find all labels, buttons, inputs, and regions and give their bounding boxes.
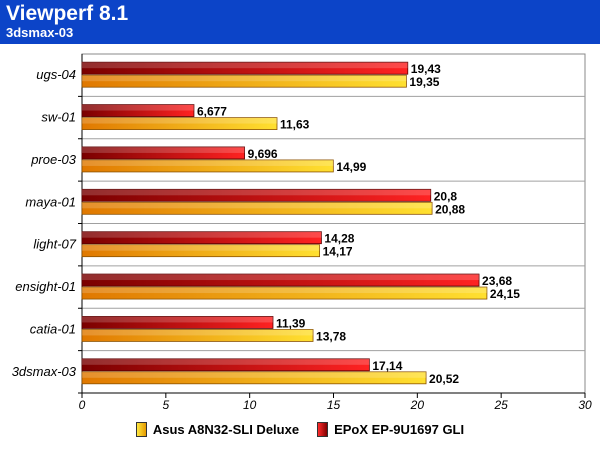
chart-title: Viewperf 8.1 bbox=[6, 2, 129, 25]
bar bbox=[81, 273, 480, 287]
category-label: light-07 bbox=[33, 237, 76, 252]
data-label: 13,78 bbox=[316, 329, 346, 343]
bar-highlight bbox=[82, 231, 322, 238]
bar-highlight bbox=[82, 329, 314, 336]
bar-highlight bbox=[82, 202, 433, 209]
chart-subtitle: 3dsmax-03 bbox=[6, 25, 74, 40]
x-tick-label: 0 bbox=[79, 398, 86, 412]
data-label: 9,696 bbox=[248, 147, 278, 161]
bar bbox=[81, 117, 278, 130]
bar-highlight bbox=[82, 117, 277, 124]
data-label: 11,63 bbox=[280, 118, 310, 132]
category-label: catia-01 bbox=[30, 321, 76, 336]
legend-swatch-asus bbox=[135, 421, 147, 437]
data-label: 14,99 bbox=[336, 160, 366, 174]
bar bbox=[81, 201, 433, 215]
bar bbox=[81, 316, 274, 329]
x-tick-label: 10 bbox=[243, 398, 257, 412]
legend-label-epox: EPoX EP-9U1697 GLI bbox=[334, 421, 465, 437]
data-label: 19,35 bbox=[409, 75, 439, 89]
category-label: proe-03 bbox=[30, 152, 77, 167]
data-label: 14,28 bbox=[324, 232, 354, 246]
x-tick-label: 5 bbox=[162, 398, 169, 412]
bar-highlight bbox=[82, 316, 273, 323]
bar bbox=[81, 244, 320, 258]
bar bbox=[81, 61, 409, 75]
bar bbox=[81, 146, 245, 160]
x-tick-label: 30 bbox=[578, 398, 592, 412]
bar bbox=[81, 329, 314, 342]
bar bbox=[81, 188, 432, 202]
data-label: 11,39 bbox=[276, 316, 306, 330]
category-label: sw-01 bbox=[41, 110, 76, 125]
bar-highlight bbox=[82, 104, 194, 111]
x-tick-label: 15 bbox=[327, 398, 341, 412]
legend: Asus A8N32-SLI Deluxe EPoX EP-9U1697 GLI bbox=[0, 418, 600, 440]
bar-highlight bbox=[82, 287, 487, 294]
legend-swatch-epox bbox=[317, 421, 329, 437]
data-label: 6,677 bbox=[197, 105, 227, 119]
category-label: maya-01 bbox=[25, 194, 76, 209]
category-label: 3dsmax-03 bbox=[12, 364, 77, 379]
bar-highlight bbox=[82, 371, 427, 378]
bar bbox=[81, 74, 407, 88]
data-label: 20,88 bbox=[435, 202, 465, 216]
legend-item-asus: Asus A8N32-SLI Deluxe bbox=[135, 421, 300, 437]
bar-highlight bbox=[82, 358, 370, 365]
bar-highlight bbox=[82, 189, 431, 196]
bar-highlight bbox=[82, 62, 408, 69]
bar-highlight bbox=[82, 75, 407, 82]
category-label: ensight-01 bbox=[15, 279, 76, 294]
chart-header: Viewperf 8.1 3dsmax-03 bbox=[0, 0, 600, 44]
bar-highlight bbox=[82, 244, 320, 251]
data-label: 14,17 bbox=[323, 245, 353, 259]
data-label: 20,8 bbox=[434, 189, 458, 203]
data-label: 24,15 bbox=[490, 287, 520, 301]
bar bbox=[81, 159, 334, 173]
data-label: 23,68 bbox=[482, 274, 512, 288]
bar-highlight bbox=[82, 274, 480, 281]
bar bbox=[81, 231, 322, 245]
data-label: 17,14 bbox=[372, 359, 402, 373]
bar-highlight bbox=[82, 159, 334, 166]
x-tick-label: 20 bbox=[410, 398, 425, 412]
bar-highlight bbox=[82, 146, 245, 153]
data-label: 19,43 bbox=[411, 62, 441, 76]
bar bbox=[81, 286, 488, 300]
legend-item-epox: EPoX EP-9U1697 GLI bbox=[317, 421, 465, 437]
category-label: ugs-04 bbox=[36, 67, 76, 82]
bar bbox=[81, 371, 427, 385]
x-tick-label: 25 bbox=[493, 398, 508, 412]
bar bbox=[81, 358, 370, 372]
bar bbox=[81, 104, 195, 117]
legend-label-asus: Asus A8N32-SLI Deluxe bbox=[152, 421, 300, 437]
data-label: 20,52 bbox=[429, 372, 459, 386]
